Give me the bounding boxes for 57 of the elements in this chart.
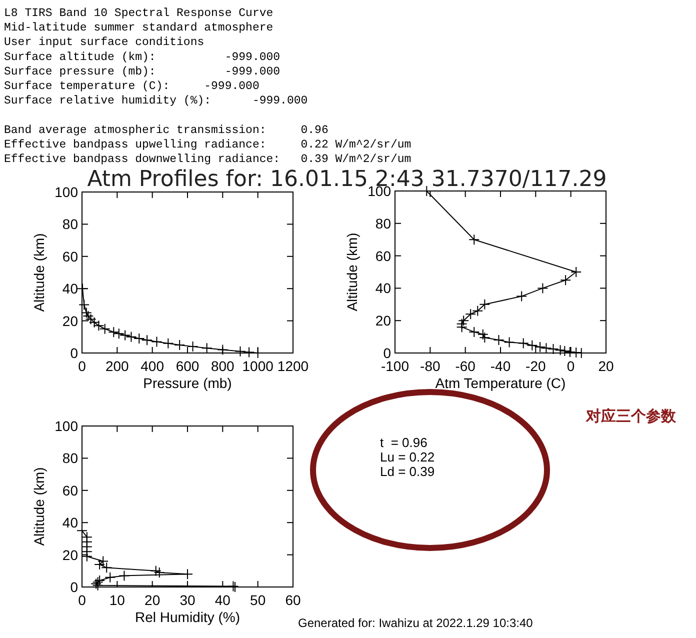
y-tick-label: 60	[62, 482, 78, 498]
text: Surface relative humidity (%): -999.000	[4, 94, 308, 108]
text: Generated for: Iwahizu at 2022.1.29 10:3:40	[298, 616, 534, 630]
x-tick-label: 0	[566, 358, 575, 374]
y-axis-title: Altitude (km)	[344, 232, 360, 312]
x-tick-label: 400	[140, 358, 164, 374]
y-tick-label: 40	[375, 280, 392, 296]
text: Effective bandpass downwelling radiance: 0.39 W/m^2/sr/um	[4, 153, 412, 166]
x-axis-title: Atm Temperature (C)	[435, 375, 566, 391]
text: User input surface conditions	[4, 36, 204, 50]
x-axis-title: Rel Humidity (%)	[134, 609, 240, 625]
y-tick-label: 0	[70, 579, 78, 595]
y-tick-label: 40	[62, 280, 78, 297]
y-tick-label: 100	[54, 418, 78, 434]
y-tick-label: 80	[62, 450, 78, 466]
x-tick-label: 1200	[277, 358, 309, 374]
y-tick-label: 40	[62, 514, 78, 531]
y-tick-label: 0	[70, 345, 78, 361]
x-axis-title: Pressure (mb)	[143, 375, 232, 391]
y-tick-label: 0	[383, 345, 392, 361]
text: Mid-latitude summer standard atmosphere	[4, 22, 274, 35]
x-tick-label: 20	[144, 592, 160, 608]
x-tick-label: 10	[109, 592, 126, 608]
text: Band average atmospheric transmission: 0.96	[4, 124, 328, 137]
y-tick-label: 20	[62, 546, 78, 563]
text: Ld = 0.39	[380, 464, 435, 479]
x-tick-label: 50	[250, 592, 266, 608]
y-axis-title: Altitude (km)	[31, 467, 47, 546]
text: 对应三个参数	[585, 407, 677, 425]
y-tick-label: 20	[62, 312, 78, 329]
y-tick-label: 60	[375, 248, 392, 264]
x-tick-label: -20	[526, 358, 546, 374]
y-tick-label: 80	[375, 215, 392, 232]
x-tick-label: 600	[176, 358, 200, 374]
text: Surface pressure (mb): -999.000	[4, 65, 280, 78]
y-tick-label: 80	[62, 216, 78, 232]
text: Surface altitude (km): -999.000	[4, 50, 280, 64]
text: Surface temperature (C): -999.000	[4, 80, 260, 93]
x-tick-label: 800	[210, 358, 235, 374]
x-tick-label: -80	[420, 358, 440, 374]
text: Effective bandpass upwelling radiance: 0.22 W/m^2/sr/um	[4, 138, 412, 152]
x-tick-label: 30	[180, 592, 196, 608]
x-tick-label: 40	[214, 592, 231, 608]
y-axis-title: Altitude (km)	[31, 233, 47, 312]
x-tick-label: -40	[490, 358, 511, 374]
x-tick-label: -60	[455, 358, 476, 374]
text: Lu = 0.22	[380, 450, 435, 464]
y-tick-label: 60	[62, 248, 78, 264]
text: t = 0.96	[380, 435, 428, 450]
y-tick-label: 100	[54, 184, 78, 200]
x-tick-label: 60	[285, 592, 301, 608]
x-tick-label: 20	[598, 358, 614, 374]
text: L8 TIRS Band 10 Spectral Response Curve	[4, 7, 274, 20]
x-tick-label: 1000	[242, 358, 274, 374]
y-tick-label: 20	[375, 312, 392, 329]
x-tick-label: -100	[380, 358, 410, 374]
x-tick-label: 200	[105, 358, 130, 374]
